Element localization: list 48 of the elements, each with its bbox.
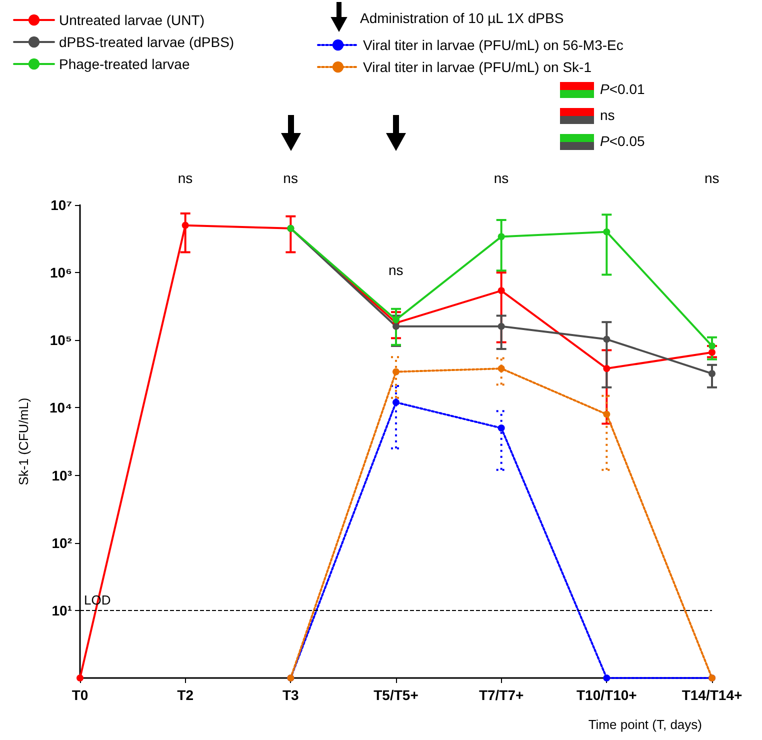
x-axis-title: Time point (T, days) (588, 717, 702, 732)
point (392, 368, 400, 376)
text: ns (494, 170, 509, 186)
point (603, 674, 610, 682)
text: ns (178, 170, 193, 186)
x-tick-label: T2 (177, 687, 194, 703)
annotation: ns (388, 262, 404, 278)
point (603, 228, 610, 236)
y-tick-label: 10⁷ (50, 197, 72, 213)
text: P<0.01 (600, 81, 645, 97)
point (392, 322, 400, 330)
text: ns (283, 170, 298, 186)
point (498, 322, 505, 330)
point (392, 398, 400, 406)
y-tick-label: 10¹ (52, 602, 72, 618)
y-tick-label: 10² (52, 534, 72, 551)
y-tick-label: 10⁵ (50, 332, 72, 348)
legend-label: Phage-treated larvae (59, 56, 190, 72)
point (498, 424, 505, 432)
x-tick-label: T14/T14+ (682, 687, 742, 703)
legend-label: dPBS-treated larvae (dPBS) (59, 34, 234, 50)
text: ns (600, 107, 615, 123)
point (498, 287, 505, 294)
y-tick-label: 10⁶ (50, 264, 72, 281)
y-tick-label: 10⁴ (50, 400, 72, 416)
text: P<0.05 (600, 133, 645, 149)
x-tick-label: T3 (282, 687, 300, 703)
x-tick-label: T5/T5+ (374, 687, 418, 703)
x-tick-label: T7/T7+ (478, 687, 524, 703)
point (708, 370, 716, 378)
x-tick-label: T10/T10+ (576, 687, 637, 703)
y-axis-title: Sk-1 (CFU/mL) (16, 398, 31, 486)
text: Administration of 10 µL 1X dPBS (360, 10, 564, 26)
point (182, 222, 189, 229)
point (603, 336, 610, 343)
point (498, 365, 505, 372)
point (603, 410, 610, 418)
legend-label: Viral titer in larvae (PFU/mL) on 56-M3-Ec (363, 37, 624, 53)
point (392, 316, 400, 324)
point (603, 365, 610, 372)
text: ns (704, 170, 720, 186)
point (498, 233, 505, 240)
legend-label: Untreated larvae (UNT) (59, 12, 204, 28)
legend-label: Viral titer in larvae (PFU/mL) on Sk-1 (363, 59, 592, 75)
x-tick-label: T0 (72, 687, 88, 703)
point (708, 342, 716, 350)
point (708, 348, 716, 356)
y-tick-label: 10³ (52, 467, 72, 484)
